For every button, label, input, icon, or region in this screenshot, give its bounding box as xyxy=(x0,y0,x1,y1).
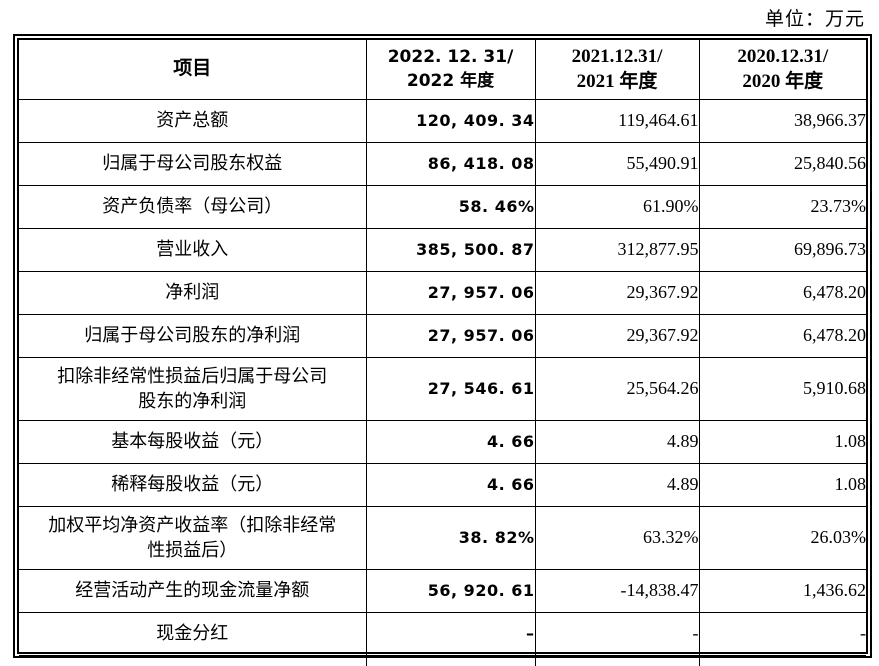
table-row: 研发投入占营业收入的比例 1. 60% 1.80% 3.73% xyxy=(19,654,866,666)
value-2022: – xyxy=(365,611,536,656)
value-2022: 385, 500. 87 xyxy=(365,227,536,272)
value-2020: 5,910.68 xyxy=(698,356,866,421)
value-2020: 38,966.37 xyxy=(698,98,866,143)
header-col-2020: 2020.12.31/ 2020 年度 xyxy=(698,40,866,100)
table-row: 资产负债率（母公司） 58. 46% 61.90% 23.73% xyxy=(19,184,866,229)
value-2020: 6,478.20 xyxy=(698,270,866,315)
table-row: 扣除非经常性损益后归属于母公司 股东的净利润 27, 546. 61 25,56… xyxy=(19,356,866,421)
value-2020: 1.08 xyxy=(698,419,866,464)
value-2022: 38. 82% xyxy=(365,505,536,570)
value-2022: 58. 46% xyxy=(365,184,536,229)
table-row: 资产总额 120, 409. 34 119,464.61 38,966.37 xyxy=(19,98,866,143)
row-label: 净利润 xyxy=(19,270,367,315)
value-2021: 4.89 xyxy=(534,462,700,507)
value-2021: 4.89 xyxy=(534,419,700,464)
value-2022: 27, 957. 06 xyxy=(365,270,536,315)
value-2022: 1. 60% xyxy=(365,654,536,666)
header-col-2021: 2021.12.31/ 2021 年度 xyxy=(534,40,700,100)
header-row: 项目 2022. 12. 31/ 2022 年度 2021.12.31/ 202… xyxy=(19,40,866,100)
value-2020: 6,478.20 xyxy=(698,313,866,358)
row-label: 现金分红 xyxy=(19,611,367,656)
table-row: 基本每股收益（元） 4. 66 4.89 1.08 xyxy=(19,419,866,464)
financial-table: 项目 2022. 12. 31/ 2022 年度 2021.12.31/ 202… xyxy=(19,40,866,666)
row-label: 资产总额 xyxy=(19,98,367,143)
row-label: 研发投入占营业收入的比例 xyxy=(19,654,367,666)
table-row: 净利润 27, 957. 06 29,367.92 6,478.20 xyxy=(19,270,866,315)
table-row: 归属于母公司股东权益 86, 418. 08 55,490.91 25,840.… xyxy=(19,141,866,186)
value-2020: 1,436.62 xyxy=(698,568,866,613)
table-row: 稀释每股收益（元） 4. 66 4.89 1.08 xyxy=(19,462,866,507)
value-2021: 25,564.26 xyxy=(534,356,700,421)
value-2022: 27, 957. 06 xyxy=(365,313,536,358)
value-2020: 69,896.73 xyxy=(698,227,866,272)
value-2022: 4. 66 xyxy=(365,462,536,507)
value-2020: 25,840.56 xyxy=(698,141,866,186)
value-2021: 119,464.61 xyxy=(534,98,700,143)
value-2021: 55,490.91 xyxy=(534,141,700,186)
header-item: 项目 xyxy=(19,40,367,100)
row-label: 资产负债率（母公司） xyxy=(19,184,367,229)
value-2022: 56, 920. 61 xyxy=(365,568,536,613)
value-2020: 3.73% xyxy=(698,654,866,666)
value-2021: -14,838.47 xyxy=(534,568,700,613)
table-row: 现金分红 – - - xyxy=(19,611,866,656)
value-2022: 120, 409. 34 xyxy=(365,98,536,143)
row-label: 归属于母公司股东权益 xyxy=(19,141,367,186)
value-2021: 29,367.92 xyxy=(534,270,700,315)
value-2021: 63.32% xyxy=(534,505,700,570)
row-label: 扣除非经常性损益后归属于母公司 股东的净利润 xyxy=(19,356,367,421)
value-2022: 4. 66 xyxy=(365,419,536,464)
row-label: 归属于母公司股东的净利润 xyxy=(19,313,367,358)
header-col-2022: 2022. 12. 31/ 2022 年度 xyxy=(365,40,536,100)
table-row: 营业收入 385, 500. 87 312,877.95 69,896.73 xyxy=(19,227,866,272)
value-2021: 1.80% xyxy=(534,654,700,666)
row-label: 营业收入 xyxy=(19,227,367,272)
value-2021: 29,367.92 xyxy=(534,313,700,358)
table-row: 归属于母公司股东的净利润 27, 957. 06 29,367.92 6,478… xyxy=(19,313,866,358)
row-label: 加权平均净资产收益率（扣除非经常 性损益后） xyxy=(19,505,367,570)
value-2022: 27, 546. 61 xyxy=(365,356,536,421)
value-2021: 312,877.95 xyxy=(534,227,700,272)
financial-summary-table: 项目 2022. 12. 31/ 2022 年度 2021.12.31/ 202… xyxy=(13,34,872,666)
value-2020: 23.73% xyxy=(698,184,866,229)
value-2021: - xyxy=(534,611,700,656)
unit-label: 单位：万元 xyxy=(764,9,865,30)
row-label: 稀释每股收益（元） xyxy=(19,462,367,507)
value-2020: - xyxy=(698,611,866,656)
value-2022: 86, 418. 08 xyxy=(365,141,536,186)
row-label: 基本每股收益（元） xyxy=(19,419,367,464)
table-row: 经营活动产生的现金流量净额 56, 920. 61 -14,838.47 1,4… xyxy=(19,568,866,613)
row-label: 经营活动产生的现金流量净额 xyxy=(19,568,367,613)
value-2020: 26.03% xyxy=(698,505,866,570)
table-row: 加权平均净资产收益率（扣除非经常 性损益后） 38. 82% 63.32% 26… xyxy=(19,505,866,570)
value-2021: 61.90% xyxy=(534,184,700,229)
value-2020: 1.08 xyxy=(698,462,866,507)
